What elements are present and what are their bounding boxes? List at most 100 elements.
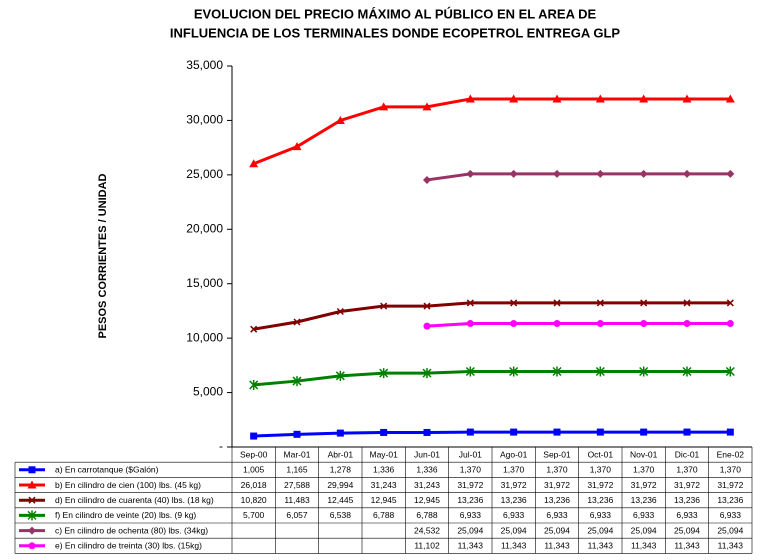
table-value: 12,445 <box>327 495 353 505</box>
series-line <box>426 322 731 328</box>
legend-marker <box>27 510 37 521</box>
legend-label: c) En cilindro de ochenta (80) lbs. (34k… <box>55 525 208 535</box>
point <box>510 428 518 436</box>
table-value: 1,370 <box>590 465 612 475</box>
point <box>465 94 475 103</box>
point <box>509 169 518 178</box>
table-value: 24,532 <box>414 525 440 535</box>
table-value: 31,972 <box>717 480 743 490</box>
point <box>509 366 519 377</box>
table-value: 6,788 <box>416 510 438 520</box>
point <box>640 428 648 436</box>
point <box>423 175 431 184</box>
x-tick-label: Jun-01 <box>414 449 440 459</box>
point <box>725 94 735 103</box>
point <box>683 320 691 328</box>
table-value: 13,236 <box>544 495 570 505</box>
table-value: 11,343 <box>501 541 527 551</box>
table-value: 11,343 <box>631 541 657 551</box>
x-tick-label: Mar-01 <box>284 449 311 459</box>
table-value: 6,933 <box>503 510 525 520</box>
point <box>552 366 562 377</box>
y-tick-label: 15,000 <box>186 276 223 290</box>
table-value: 6,933 <box>546 510 568 520</box>
point <box>639 169 648 178</box>
point <box>335 115 345 124</box>
table-value: 13,236 <box>631 495 657 505</box>
point <box>423 302 431 310</box>
legend-label: a) En carrotanque ($Galón) <box>55 465 159 475</box>
table-value: 6,933 <box>460 510 482 520</box>
point <box>379 102 389 111</box>
table-value: 6,933 <box>720 510 742 520</box>
table-value: 1,370 <box>460 465 482 475</box>
table-value: 31,972 <box>501 480 527 490</box>
table-value: 12,945 <box>414 495 440 505</box>
point <box>726 428 734 436</box>
table-value: 5,700 <box>243 510 265 520</box>
point <box>379 368 389 379</box>
point <box>293 318 301 326</box>
x-tick-label: Sep-00 <box>240 449 268 459</box>
table-value: 31,972 <box>631 480 657 490</box>
legend-label: b) En cilindro de cien (100) lbs. (45 kg… <box>55 480 201 490</box>
legend-marker <box>27 480 37 489</box>
point <box>510 320 518 328</box>
x-tick-label: Ago-01 <box>500 449 528 459</box>
point <box>726 320 734 328</box>
x-tick-label: Jul-01 <box>459 449 482 459</box>
chart-title: INFLUENCIA DE LOS TERMINALES DONDE ECOPE… <box>170 25 621 40</box>
table-value: 13,236 <box>674 495 700 505</box>
point <box>292 142 302 151</box>
point <box>726 299 734 307</box>
table-value: 1,005 <box>243 465 265 475</box>
table-value: 1,370 <box>676 465 698 475</box>
series-line <box>253 97 731 166</box>
table-value: 1,370 <box>503 465 525 475</box>
point <box>553 320 561 328</box>
point <box>683 428 691 436</box>
point <box>466 428 474 436</box>
table-value: 1,165 <box>286 465 308 475</box>
table-value: 29,994 <box>327 480 353 490</box>
point <box>466 169 475 178</box>
table-value: 25,094 <box>544 525 570 535</box>
point <box>640 299 648 307</box>
table-value: 11,483 <box>284 495 310 505</box>
table-value: 27,588 <box>284 480 310 490</box>
x-tick-label: Ene-02 <box>717 449 745 459</box>
legend-label: e) En cilindro de treinta (30) lbs. (15k… <box>55 541 202 551</box>
table-value: 1,336 <box>373 465 395 475</box>
table-value: 13,236 <box>501 495 527 505</box>
point <box>553 428 561 436</box>
table-value: 31,972 <box>587 480 613 490</box>
table-value: 31,972 <box>544 480 570 490</box>
table-value: 1,370 <box>633 465 655 475</box>
table-value: 31,972 <box>457 480 483 490</box>
point <box>423 322 431 330</box>
point <box>466 299 474 307</box>
y-tick-label: 30,000 <box>186 113 223 127</box>
table-value: 10,820 <box>241 495 267 505</box>
point <box>250 432 258 440</box>
point <box>639 366 649 377</box>
point <box>509 94 519 103</box>
y-tick-label: 10,000 <box>186 330 223 344</box>
table-value: 25,094 <box>587 525 613 535</box>
series-line <box>253 301 731 331</box>
x-tick-label: Sep-01 <box>543 449 571 459</box>
table-value: 1,370 <box>546 465 568 475</box>
point <box>595 94 605 103</box>
table-value: 11,102 <box>414 541 440 551</box>
point <box>552 94 562 103</box>
series-line <box>426 172 731 182</box>
table-value: 11,343 <box>544 541 570 551</box>
y-tick-label: 35,000 <box>186 58 223 72</box>
x-tick-label: May-01 <box>369 449 398 459</box>
y-tick-label: 20,000 <box>186 221 223 235</box>
point <box>249 159 259 168</box>
point <box>596 428 604 436</box>
point <box>380 428 388 436</box>
legend-label: d) En cilindro de cuarenta (40) lbs. (18… <box>55 495 214 505</box>
